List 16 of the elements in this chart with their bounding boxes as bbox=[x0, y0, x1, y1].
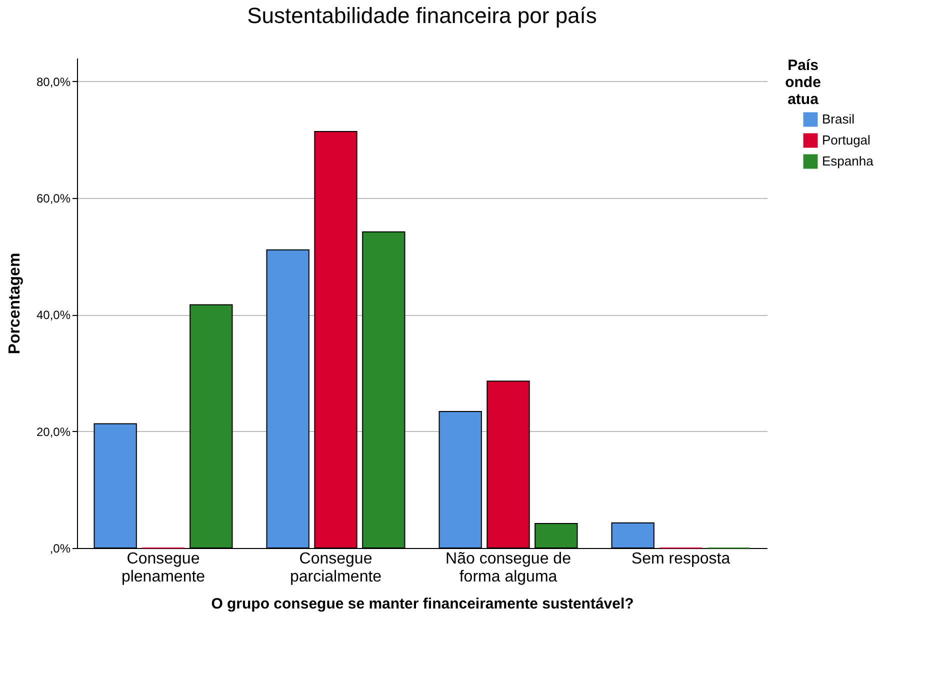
x-axis-title: O grupo consegue se manter financeiramente sustentável? bbox=[211, 596, 634, 612]
y-tick-label: 40,0% bbox=[36, 308, 71, 322]
x-tick-label: Não consegue de forma alguma bbox=[446, 550, 572, 586]
y-tick-label: 20,0% bbox=[36, 424, 71, 439]
y-axis-title: Porcentagem bbox=[6, 252, 24, 354]
y-tick-label: 80,0% bbox=[36, 74, 71, 89]
legend-label: Portugal bbox=[822, 132, 871, 148]
x-tick-label: Consegue parcialmente bbox=[290, 550, 382, 586]
legend-title: País onde atua bbox=[785, 57, 821, 108]
chart-title: Sustentabilidade financeira por país bbox=[247, 3, 597, 28]
legend-label: Brasil bbox=[822, 112, 855, 126]
x-tick-label: Consegue plenamente bbox=[121, 550, 206, 586]
y-tick-label: 60,0% bbox=[36, 192, 71, 206]
x-tick-label: Sem resposta bbox=[631, 550, 730, 568]
y-tick-label: ,0% bbox=[50, 542, 71, 556]
legend-label: Espanha bbox=[822, 154, 874, 168]
